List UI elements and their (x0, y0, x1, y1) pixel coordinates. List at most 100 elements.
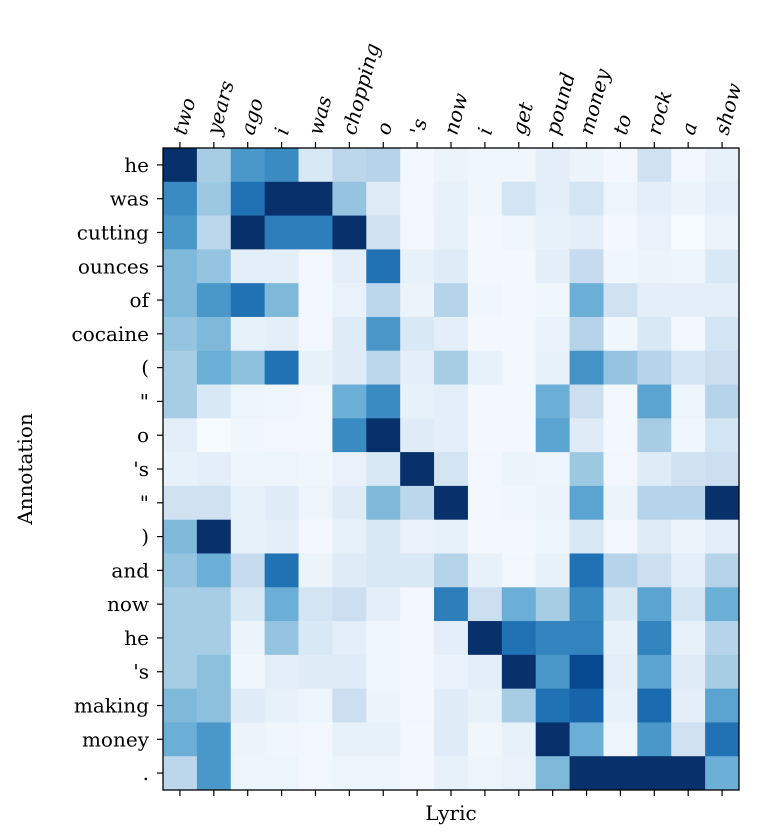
heatmap-cell (705, 350, 740, 386)
heatmap-cell (264, 283, 300, 318)
heatmap-cell (400, 249, 435, 284)
heatmap-cell (332, 215, 367, 250)
heatmap-cell (535, 283, 571, 318)
heatmap-cell (501, 519, 537, 554)
heatmap-cell (705, 316, 740, 352)
heatmap-cell (196, 654, 232, 690)
heatmap-cell (230, 688, 266, 723)
heatmap-cell (705, 215, 740, 250)
heatmap-cell (298, 283, 333, 318)
heatmap-cell (569, 316, 604, 352)
heatmap-cell (705, 553, 740, 588)
heatmap-cell (264, 722, 300, 757)
x-tick-label: 's (405, 116, 432, 137)
x-tick-label: pound (540, 70, 580, 137)
heatmap-cell (366, 215, 401, 250)
heatmap-cell (637, 756, 672, 791)
heatmap-cell (298, 485, 333, 521)
heatmap-cell (637, 215, 672, 250)
heatmap-cell (434, 316, 469, 352)
heatmap-cell (163, 722, 198, 757)
heatmap-cell (298, 452, 333, 487)
heatmap-cell (196, 519, 232, 554)
x-tick-label: two (168, 95, 201, 137)
x-tick-label: ago (235, 96, 268, 138)
heatmap-cell (467, 215, 503, 250)
heatmap-cell (366, 384, 401, 419)
heatmap-cell (332, 249, 367, 284)
heatmap-cell (230, 316, 266, 352)
y-tick-label: was (110, 187, 149, 211)
heatmap-cell (400, 215, 435, 250)
heatmap-cell (332, 452, 367, 487)
heatmap-cell (569, 215, 604, 250)
heatmap-cell (671, 283, 706, 318)
heatmap-cell (467, 148, 503, 183)
heatmap-cell (637, 249, 672, 284)
heatmap-cell (535, 756, 571, 791)
heatmap-cell (230, 249, 266, 284)
heatmap-cell (705, 249, 740, 284)
heatmap-cell (230, 181, 266, 217)
heatmap-cell (332, 181, 367, 217)
heatmap-cell (196, 452, 232, 487)
heatmap-cell (332, 316, 367, 352)
heatmap-cell (264, 519, 300, 554)
heatmap-cell (196, 148, 232, 183)
heatmap-cell (637, 452, 672, 487)
heatmap-cell (467, 688, 503, 723)
heatmap-cell (230, 384, 266, 419)
heatmap-cell (603, 485, 638, 521)
heatmap-cell (467, 485, 503, 521)
heatmap-cell (501, 283, 537, 318)
heatmap-cell (569, 688, 604, 723)
y-tick-label: making (74, 694, 149, 718)
heatmap-cell (400, 148, 435, 183)
heatmap-cell (163, 418, 198, 453)
x-tick-label: i (269, 125, 294, 137)
heatmap-cell (671, 654, 706, 690)
x-tick-label: o (371, 119, 397, 137)
heatmap-cell (501, 452, 537, 487)
heatmap-cell (264, 621, 300, 656)
heatmap-cell (332, 283, 367, 318)
heatmap-cell (196, 316, 232, 352)
heatmap-cell (366, 316, 401, 352)
heatmap-cell (230, 148, 266, 183)
heatmap-cell (196, 350, 232, 386)
heatmap-cell (298, 553, 333, 588)
heatmap-cell (298, 181, 333, 217)
heatmap-cell (196, 621, 232, 656)
heatmap-cell (230, 283, 266, 318)
heatmap-cell (705, 452, 740, 487)
heatmap-cell (332, 722, 367, 757)
heatmap-cell (366, 452, 401, 487)
heatmap-cell (535, 654, 571, 690)
heatmap-cell (671, 519, 706, 554)
heatmap-cell (705, 587, 740, 622)
heatmap-cell (366, 519, 401, 554)
heatmap-cell (671, 452, 706, 487)
heatmap-cell (501, 350, 537, 386)
heatmap-cell (603, 316, 638, 352)
heatmap-cell (298, 418, 333, 453)
heatmap-cell (603, 452, 638, 487)
heatmap-cell (163, 553, 198, 588)
heatmap-cell (603, 181, 638, 217)
heatmap-cell (671, 722, 706, 757)
heatmap-cell (603, 553, 638, 588)
heatmap-cell (535, 553, 571, 588)
heatmap-cell (603, 215, 638, 250)
heatmap-cell (501, 756, 537, 791)
heatmap-cell (366, 418, 401, 453)
heatmap-cell (230, 553, 266, 588)
heatmap-cell (400, 350, 435, 386)
heatmap-cell (671, 249, 706, 284)
heatmap-cell (332, 756, 367, 791)
heatmap-cell (163, 249, 198, 284)
heatmap-cell (535, 621, 571, 656)
heatmap-cell (196, 485, 232, 521)
heatmap-cell (434, 249, 469, 284)
heatmap-cell (569, 621, 604, 656)
